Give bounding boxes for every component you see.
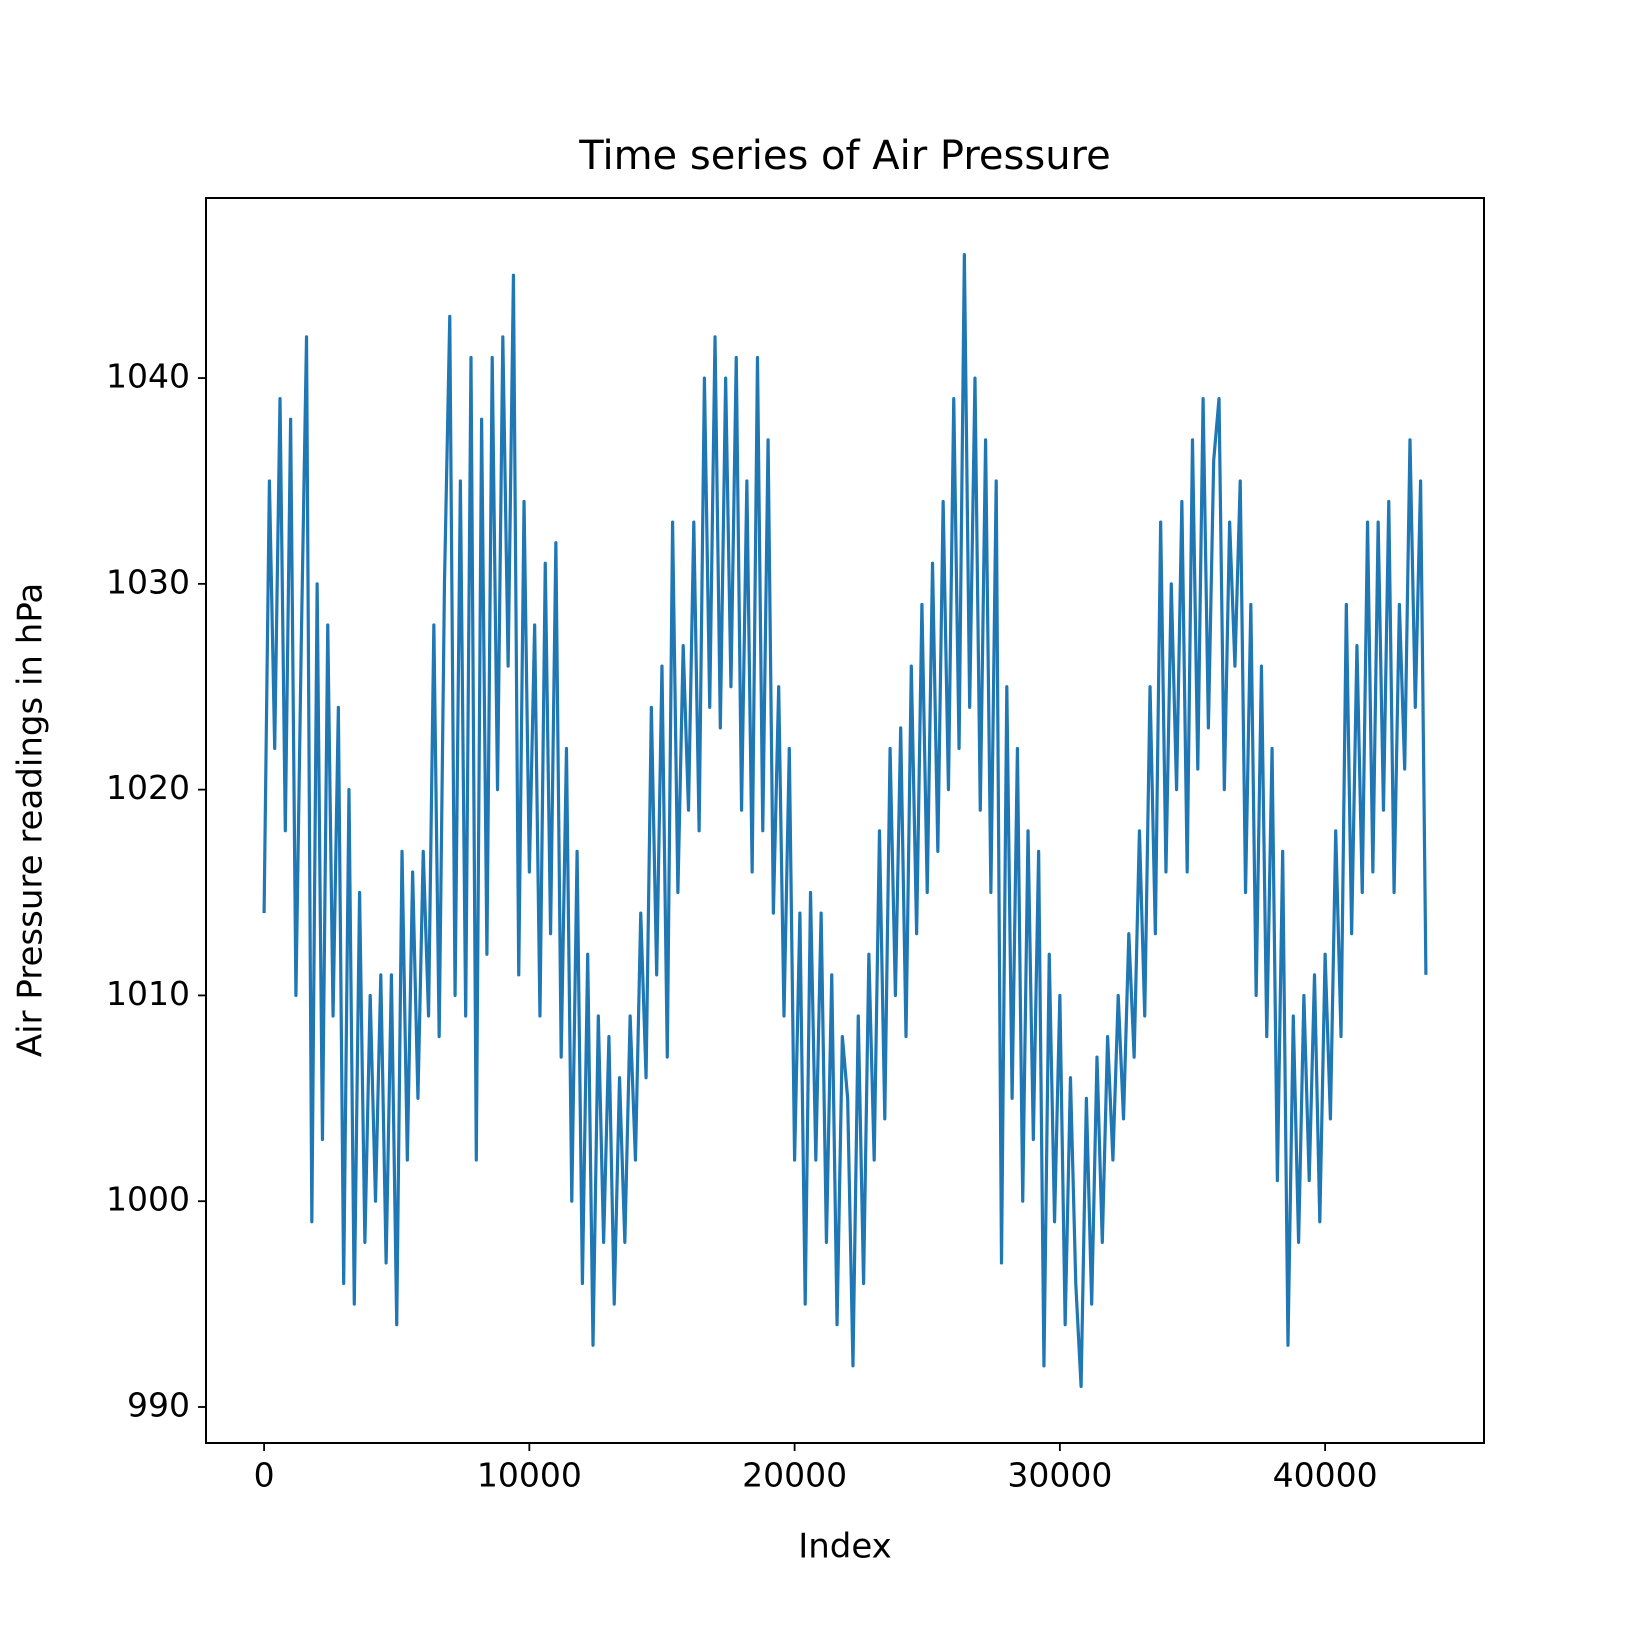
x-tick-label: 20000 <box>742 1456 847 1495</box>
x-tick-label: 30000 <box>1007 1456 1112 1495</box>
y-axis-label: Air Pressure readings in hPa <box>11 583 51 1057</box>
x-tick-label: 40000 <box>1273 1456 1378 1495</box>
x-tick-label: 10000 <box>477 1456 582 1495</box>
axes-frame <box>205 197 1485 1444</box>
y-tick-label: 1010 <box>106 974 190 1013</box>
y-tick-label: 1030 <box>106 562 190 601</box>
chart-title: Time series of Air Pressure <box>578 133 1110 179</box>
y-tick-label: 990 <box>127 1385 190 1424</box>
y-tick-label: 1000 <box>106 1180 190 1219</box>
y-tick-label: 1040 <box>106 357 190 396</box>
y-tick-label: 1020 <box>106 768 190 807</box>
x-axis-label: Index <box>798 1527 892 1567</box>
x-tick-label: 0 <box>254 1456 275 1495</box>
data-line <box>262 252 1428 1389</box>
plot-area: 0 10000 20000 30000 40000 990 1000 1010 1020 1030… <box>106 197 1485 1495</box>
